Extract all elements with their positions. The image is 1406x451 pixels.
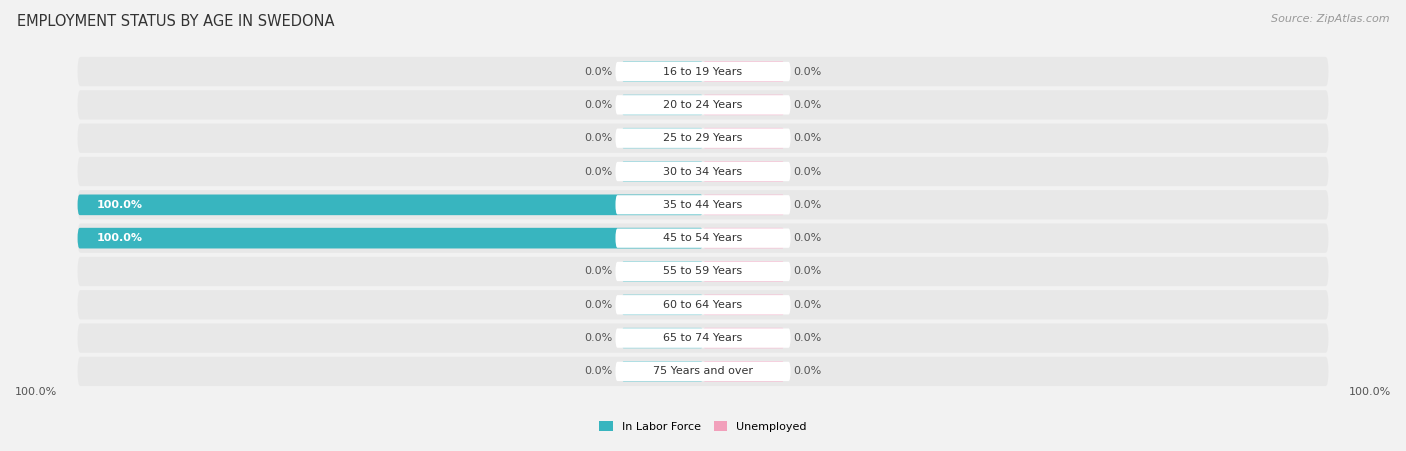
FancyBboxPatch shape [77,57,1329,86]
Text: 100.0%: 100.0% [96,233,142,243]
FancyBboxPatch shape [703,328,785,349]
Text: 35 to 44 Years: 35 to 44 Years [664,200,742,210]
FancyBboxPatch shape [77,157,1329,186]
FancyBboxPatch shape [616,262,790,281]
FancyBboxPatch shape [616,162,790,181]
Text: 0.0%: 0.0% [583,300,612,310]
Text: 60 to 64 Years: 60 to 64 Years [664,300,742,310]
FancyBboxPatch shape [621,95,703,115]
Text: 30 to 34 Years: 30 to 34 Years [664,166,742,176]
Text: 75 Years and over: 75 Years and over [652,366,754,377]
Text: 16 to 19 Years: 16 to 19 Years [664,67,742,77]
Text: 100.0%: 100.0% [15,387,58,397]
FancyBboxPatch shape [77,357,1329,386]
Text: 65 to 74 Years: 65 to 74 Years [664,333,742,343]
FancyBboxPatch shape [621,61,703,82]
Text: 25 to 29 Years: 25 to 29 Years [664,133,742,143]
FancyBboxPatch shape [616,362,790,381]
FancyBboxPatch shape [77,228,703,249]
Text: 0.0%: 0.0% [583,67,612,77]
Text: 45 to 54 Years: 45 to 54 Years [664,233,742,243]
Text: 0.0%: 0.0% [583,366,612,377]
FancyBboxPatch shape [77,90,1329,120]
Text: EMPLOYMENT STATUS BY AGE IN SWEDONA: EMPLOYMENT STATUS BY AGE IN SWEDONA [17,14,335,28]
FancyBboxPatch shape [616,195,790,215]
FancyBboxPatch shape [77,224,1329,253]
Text: 20 to 24 Years: 20 to 24 Years [664,100,742,110]
Text: 100.0%: 100.0% [1348,387,1391,397]
Text: 55 to 59 Years: 55 to 59 Years [664,267,742,276]
Text: 0.0%: 0.0% [794,67,823,77]
FancyBboxPatch shape [703,194,785,215]
FancyBboxPatch shape [621,361,703,382]
FancyBboxPatch shape [703,261,785,282]
Text: 0.0%: 0.0% [583,166,612,176]
FancyBboxPatch shape [616,62,790,81]
FancyBboxPatch shape [703,295,785,315]
FancyBboxPatch shape [77,190,1329,220]
FancyBboxPatch shape [703,61,785,82]
FancyBboxPatch shape [703,128,785,148]
Text: 0.0%: 0.0% [794,133,823,143]
FancyBboxPatch shape [616,295,790,314]
Text: 0.0%: 0.0% [794,166,823,176]
Legend: In Labor Force, Unemployed: In Labor Force, Unemployed [595,417,811,436]
FancyBboxPatch shape [621,295,703,315]
Text: 0.0%: 0.0% [794,233,823,243]
FancyBboxPatch shape [616,229,790,248]
FancyBboxPatch shape [616,95,790,115]
Text: 0.0%: 0.0% [794,300,823,310]
Text: 0.0%: 0.0% [583,333,612,343]
FancyBboxPatch shape [703,361,785,382]
Text: 0.0%: 0.0% [794,200,823,210]
FancyBboxPatch shape [703,161,785,182]
FancyBboxPatch shape [621,161,703,182]
FancyBboxPatch shape [703,95,785,115]
FancyBboxPatch shape [621,261,703,282]
FancyBboxPatch shape [621,128,703,148]
Text: 0.0%: 0.0% [583,100,612,110]
FancyBboxPatch shape [616,328,790,348]
Text: 0.0%: 0.0% [583,133,612,143]
FancyBboxPatch shape [77,290,1329,319]
FancyBboxPatch shape [703,228,785,249]
FancyBboxPatch shape [77,257,1329,286]
Text: 0.0%: 0.0% [794,267,823,276]
FancyBboxPatch shape [616,129,790,148]
Text: Source: ZipAtlas.com: Source: ZipAtlas.com [1271,14,1389,23]
FancyBboxPatch shape [77,323,1329,353]
Text: 0.0%: 0.0% [794,366,823,377]
FancyBboxPatch shape [621,328,703,349]
Text: 0.0%: 0.0% [583,267,612,276]
Text: 0.0%: 0.0% [794,100,823,110]
FancyBboxPatch shape [77,194,703,215]
Text: 100.0%: 100.0% [96,200,142,210]
Text: 0.0%: 0.0% [794,333,823,343]
FancyBboxPatch shape [77,124,1329,153]
